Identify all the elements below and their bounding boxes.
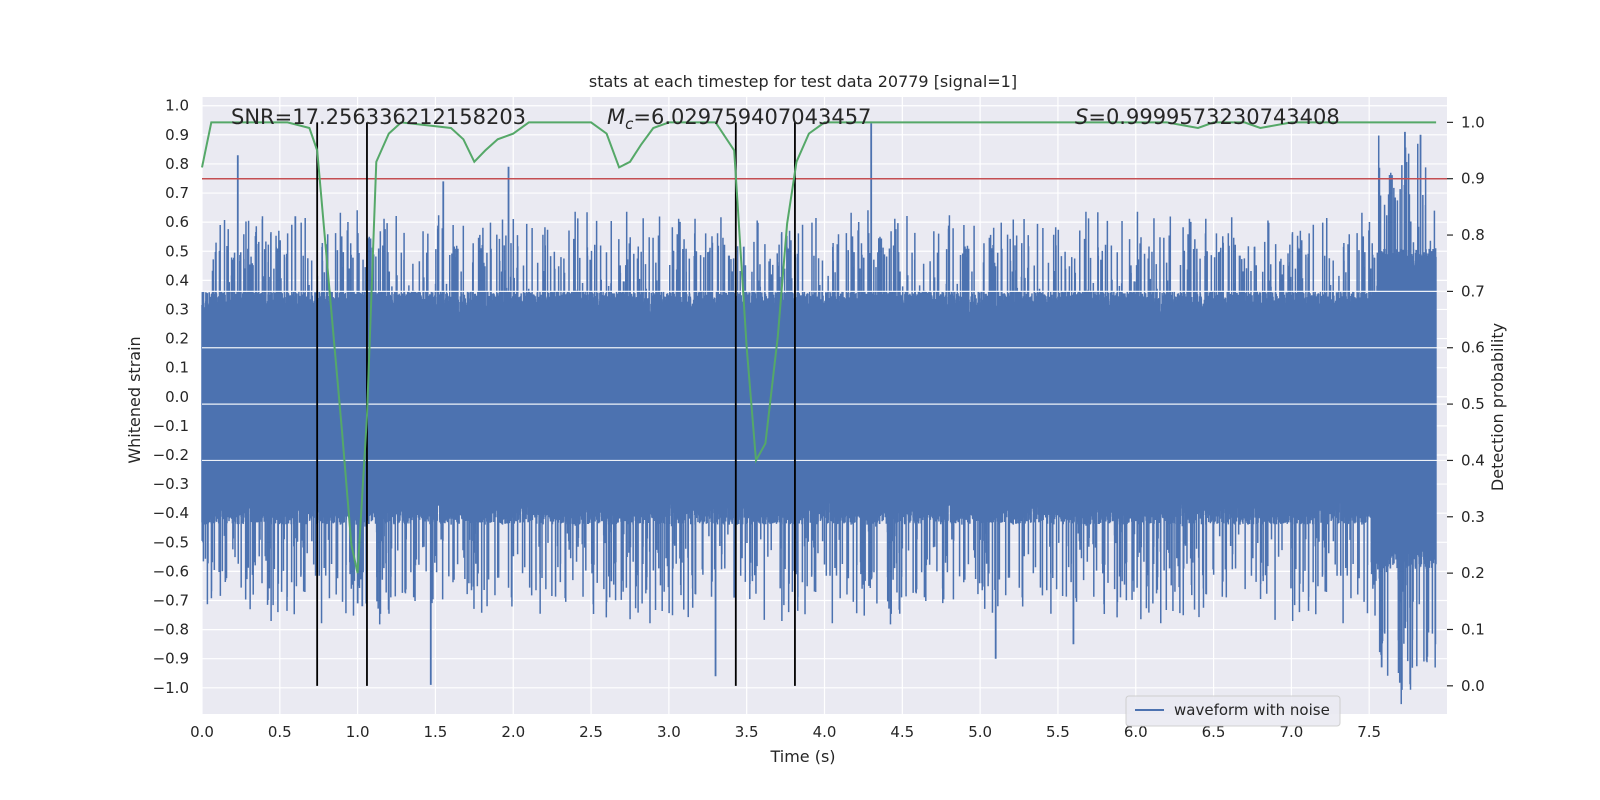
y-tick-label: 0.0: [165, 388, 189, 406]
y-tick-label: 0.4: [165, 271, 189, 289]
chirp-mass-annotation: Mc=6.029759407043457: [607, 105, 871, 133]
y-tick-label: 0.5: [165, 242, 189, 260]
legend: waveform with noise: [1125, 695, 1341, 727]
x-tick-label: 0.5: [268, 723, 292, 741]
x-tick-label: 5.0: [968, 723, 992, 741]
y2-tick-label: 0.0: [1461, 677, 1485, 695]
y-tick-label: −0.3: [153, 475, 189, 493]
y-tick-label: −0.4: [153, 504, 189, 522]
y2-axis-ticks: 1.0 0.9 0.8 0.7 0.6 0.5 0.4 0.3 0.2 0.1 0.0: [1447, 113, 1485, 695]
x-tick-label: 4.5: [890, 723, 914, 741]
y-axis-label: Whitened strain: [125, 336, 144, 463]
x-tick-label: 0.0: [190, 723, 214, 741]
y2-tick-label: 0.7: [1461, 282, 1485, 300]
x-tick-label: 3.0: [657, 723, 681, 741]
y2-tick-label: 0.3: [1461, 508, 1485, 526]
y-tick-label: 0.2: [165, 330, 189, 348]
y-tick-label: 0.8: [165, 155, 189, 173]
y-tick-label: 0.1: [165, 359, 189, 377]
x-tick-label: 7.5: [1357, 723, 1381, 741]
y-tick-label: 1.0: [165, 97, 189, 115]
y-tick-label: −0.6: [153, 562, 189, 580]
x-tick-label: 5.5: [1046, 723, 1070, 741]
y2-axis-label: Detection probability: [1488, 323, 1507, 491]
y-tick-label: −1.0: [153, 679, 189, 697]
x-tick-label: 1.5: [424, 723, 448, 741]
y-tick-label: −0.9: [153, 650, 189, 668]
y-tick-label: −0.7: [153, 591, 189, 609]
y2-tick-label: 0.6: [1461, 339, 1485, 357]
y2-tick-label: 1.0: [1461, 113, 1485, 131]
x-tick-label: 2.5: [579, 723, 603, 741]
score-symbol: S: [1075, 105, 1088, 129]
waveform-with-noise-series: [201, 123, 1447, 705]
y2-tick-label: 0.5: [1461, 395, 1485, 413]
y-tick-label: −0.1: [153, 417, 189, 435]
score-value: =0.9999573230743408: [1088, 105, 1339, 129]
y2-tick-label: 0.2: [1461, 564, 1485, 582]
x-axis-label: Time (s): [769, 747, 835, 766]
score-annotation: S=0.9999573230743408: [1075, 105, 1340, 129]
legend-entry-waveform: waveform with noise: [1174, 701, 1330, 719]
snr-annotation: SNR=17.256336212158203: [231, 105, 526, 129]
y2-tick-label: 0.8: [1461, 226, 1485, 244]
y-tick-label: 0.3: [165, 300, 189, 318]
x-tick-label: 6.5: [1202, 723, 1226, 741]
legend-box: [1125, 695, 1341, 727]
y2-tick-label: 0.4: [1461, 451, 1485, 469]
y2-tick-label: 0.1: [1461, 620, 1485, 638]
x-tick-label: 2.0: [501, 723, 525, 741]
y-tick-label: 0.7: [165, 184, 189, 202]
y2-tick-label: 0.9: [1461, 170, 1485, 188]
x-tick-label: 1.0: [346, 723, 370, 741]
y-tick-label: −0.8: [153, 621, 189, 639]
x-axis-ticks: 0.0 0.5 1.0 1.5 2.0 2.5 3.0 3.5 4.0 4.5 5.0 5.5 6.0 6…: [190, 723, 1381, 741]
chart-title: stats at each timestep for test data 207…: [589, 72, 1017, 91]
chirp-mass-value: =6.029759407043457: [633, 105, 871, 129]
x-tick-label: 4.0: [813, 723, 837, 741]
y-tick-label: −0.2: [153, 446, 189, 464]
x-tick-label: 7.0: [1279, 723, 1303, 741]
chirp-mass-subscript: c: [625, 115, 634, 133]
x-tick-label: 3.5: [735, 723, 759, 741]
y-tick-label: −0.5: [153, 533, 189, 551]
y-tick-label: 0.6: [165, 213, 189, 231]
chirp-mass-symbol: M: [607, 105, 625, 129]
y-tick-label: 0.9: [165, 126, 189, 144]
detection-probability-series: [201, 121, 1437, 574]
y-axis-ticks: 1.0 0.9 0.8 0.7 0.6 0.5 0.4 0.3 0.2 0.1 0.0 −0.1 −0.…: [153, 97, 189, 697]
x-tick-label: 6.0: [1124, 723, 1148, 741]
